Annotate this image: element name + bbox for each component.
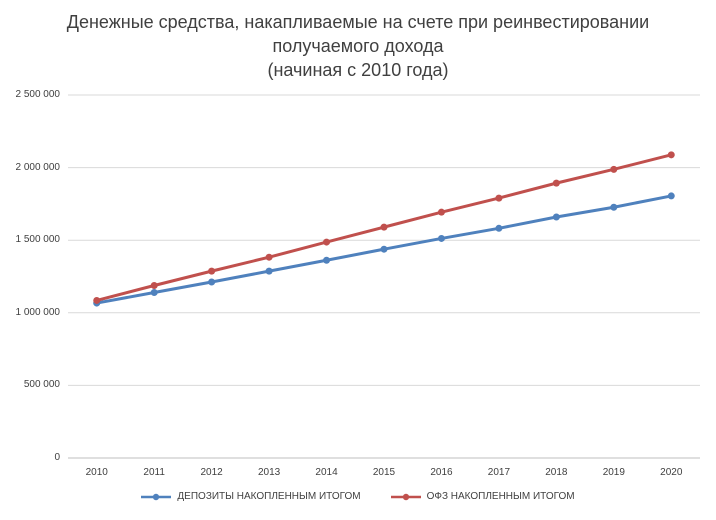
data-point-series-0	[380, 245, 388, 253]
legend-item-deposits: ДЕПОЗИТЫ НАКОПЛЕННЫМ ИТОГОМ	[141, 491, 361, 502]
data-point-series-1	[208, 267, 216, 275]
x-tick-label: 2010	[85, 467, 108, 478]
y-tick-label: 500 000	[23, 379, 60, 391]
legend-swatch-deposits	[141, 493, 172, 500]
x-tick-label: 2016	[430, 467, 453, 478]
y-tick-label: 0	[54, 452, 60, 463]
data-point-series-1	[380, 223, 388, 231]
legend: ДЕПОЗИТЫ НАКОПЛЕННЫМ ИТОГОМ ОФЗ НАКОПЛЕН…	[0, 491, 716, 502]
chart-title-line-2: получаемого дохода	[272, 36, 444, 56]
x-tick-label: 2011	[143, 467, 165, 478]
x-tick-label: 2014	[315, 467, 338, 478]
data-point-series-1	[437, 208, 445, 216]
x-tick-label: 2012	[200, 467, 223, 478]
data-point-series-0	[323, 256, 331, 264]
x-tick-label: 2018	[545, 467, 568, 478]
data-point-series-0	[495, 224, 503, 232]
legend-label-ofz: ОФЗ НАКОПЛЕННЫМ ИТОГОМ	[426, 491, 575, 502]
data-point-series-0	[610, 203, 618, 211]
data-point-series-0	[150, 288, 158, 296]
data-point-series-0	[667, 192, 675, 200]
y-tick-label: 2 000 000	[15, 161, 61, 173]
data-point-series-1	[667, 151, 675, 159]
x-tick-label: 2013	[257, 467, 281, 478]
data-point-series-1	[610, 165, 618, 173]
x-tick-label: 2017	[487, 467, 511, 478]
y-tick-label: 2 500 000	[15, 89, 61, 100]
legend-label-deposits: ДЕПОЗИТЫ НАКОПЛЕННЫМ ИТОГОМ	[177, 491, 361, 502]
data-point-series-0	[437, 234, 445, 242]
chart-title-line-3: (начиная с 2010 года)	[267, 60, 449, 80]
data-point-series-1	[150, 282, 158, 290]
x-tick-label: 2019	[602, 467, 625, 478]
x-tick-label: 2015	[372, 467, 396, 478]
y-tick-label: 1 500 000	[15, 234, 61, 246]
legend-item-ofz: ОФЗ НАКОПЛЕННЫМ ИТОГОМ	[390, 491, 575, 502]
chart-title-line-1: Денежные средства, накапливаемые на счет…	[66, 12, 650, 32]
data-point-series-1	[495, 194, 503, 202]
data-point-series-0	[208, 278, 216, 286]
legend-swatch-ofz	[390, 493, 421, 500]
data-point-series-1	[323, 238, 331, 246]
data-point-series-1	[93, 296, 101, 304]
data-point-series-1	[552, 179, 560, 187]
data-point-series-0	[265, 267, 273, 275]
y-tick-label: 1 000 000	[15, 306, 61, 318]
data-point-series-1	[265, 253, 273, 261]
x-tick-label: 2020	[660, 467, 683, 478]
data-point-series-0	[552, 213, 560, 221]
